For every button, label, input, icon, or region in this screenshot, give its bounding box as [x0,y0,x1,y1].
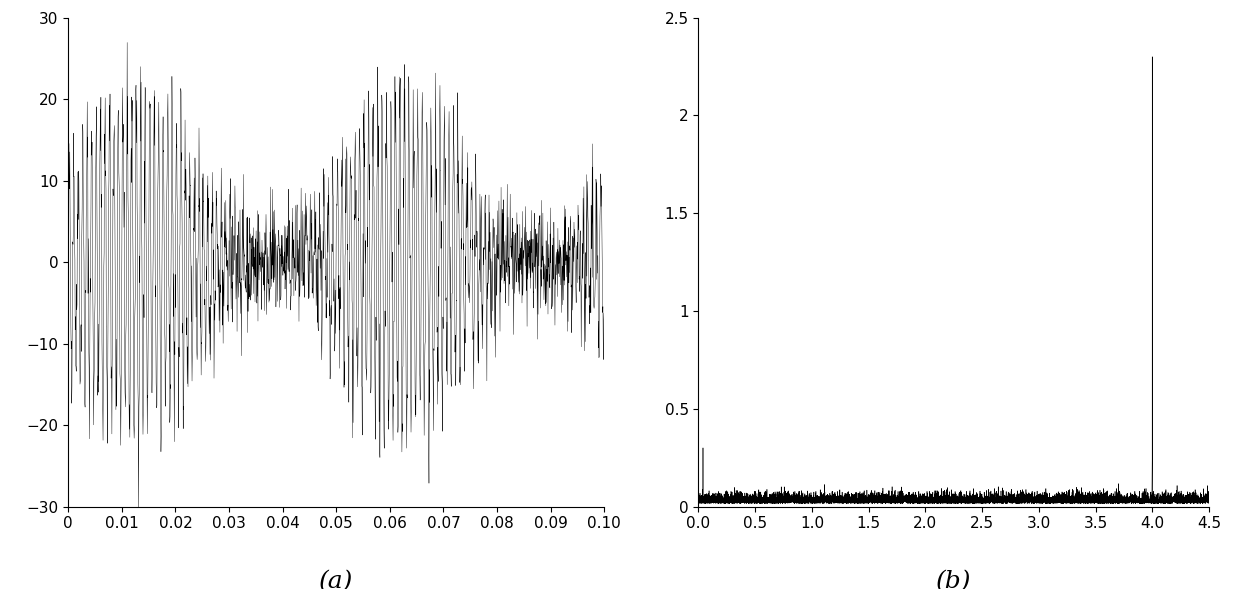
Text: (a): (a) [319,570,353,589]
Text: (b): (b) [936,570,971,589]
